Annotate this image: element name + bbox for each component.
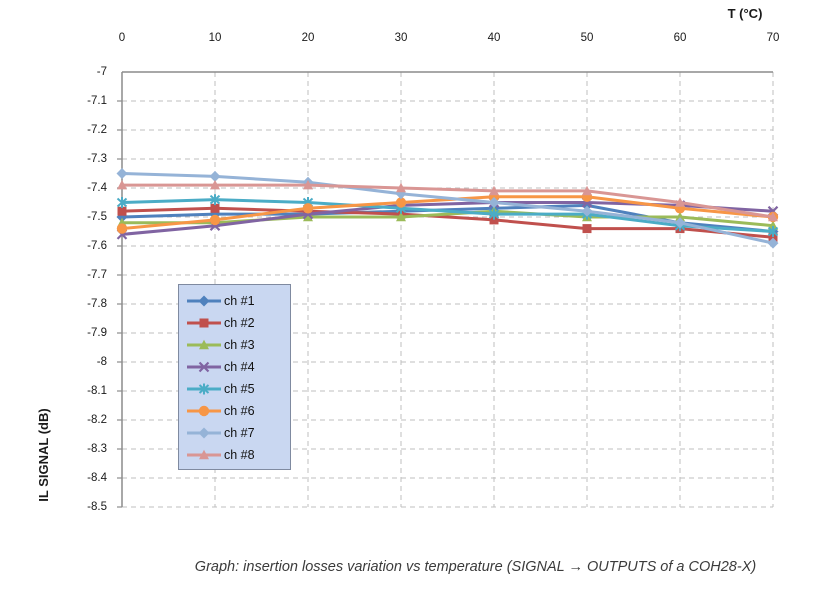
y-tick-label: -8 [96, 356, 107, 368]
marker-square [210, 203, 220, 213]
marker-circle [395, 197, 407, 208]
marker-asterisk [116, 197, 128, 208]
y-tick-label: -8.2 [87, 414, 107, 426]
x-tick-label: 10 [208, 32, 222, 44]
legend-label: ch #4 [224, 360, 255, 374]
marker-triangle [303, 179, 313, 190]
marker-triangle [582, 185, 592, 196]
y-tick-label: -7 [96, 66, 107, 78]
marker-triangle [199, 339, 209, 350]
y-tick-label: -7.3 [87, 153, 107, 165]
legend-label: ch #3 [224, 338, 255, 352]
y-axis-title: IL SIGNAL (dB) [36, 408, 51, 502]
legend-swatch [187, 427, 221, 439]
marker-diamond [198, 295, 210, 307]
series-line [122, 209, 774, 228]
y-tick-label: -7.4 [87, 182, 107, 194]
y-tick-label: -7.5 [87, 211, 107, 223]
marker-triangle [199, 449, 209, 460]
x-tick-label: 60 [673, 32, 687, 44]
x-tick-label: 30 [394, 32, 408, 44]
x-tick-label: 20 [301, 32, 315, 44]
marker-square [489, 215, 499, 225]
legend-label: ch #1 [224, 294, 255, 308]
y-tick-label: -7.9 [87, 327, 107, 339]
y-tick-label: -7.7 [87, 269, 107, 281]
legend-swatch [187, 339, 221, 350]
legend-item: ch #6 [179, 400, 290, 422]
legend-label: ch #7 [224, 426, 255, 440]
legend-label: ch #6 [224, 404, 255, 418]
marker-diamond [488, 197, 500, 208]
marker-circle [116, 223, 128, 234]
legend-label: ch #2 [224, 316, 255, 330]
series-line [121, 198, 774, 233]
marker-asterisk [209, 194, 221, 206]
legend-label: ch #5 [224, 382, 255, 396]
legend-item: ch #2 [179, 312, 290, 334]
legend-swatch [187, 383, 221, 395]
legend-item: ch #3 [179, 334, 290, 356]
y-tick-label: -7.6 [87, 240, 107, 252]
marker-asterisk [767, 226, 779, 237]
marker-circle [209, 214, 221, 226]
series-line [121, 172, 774, 245]
marker-triangle [210, 179, 220, 190]
marker-asterisk [198, 383, 210, 395]
marker-triangle [675, 197, 685, 207]
marker-diamond [198, 427, 210, 439]
y-tick-label: -8.3 [87, 443, 107, 455]
x-tick-label: 50 [580, 32, 594, 44]
legend-item: ch #5 [179, 378, 290, 400]
y-tick-label: -7.2 [87, 124, 107, 136]
legend-item: ch #8 [179, 444, 290, 466]
marker-circle [302, 203, 314, 214]
marker-triangle [675, 211, 685, 222]
series-line [122, 183, 774, 219]
marker-square [199, 318, 209, 328]
marker-diamond [767, 237, 779, 249]
legend-swatch [187, 318, 221, 328]
marker-triangle [768, 211, 778, 222]
legend-swatch [187, 405, 221, 417]
marker-triangle [396, 182, 406, 193]
y-tick-label: -7.8 [87, 298, 107, 310]
y-tick-label: -8.4 [87, 472, 107, 484]
marker-triangle [768, 220, 778, 230]
marker-triangle [303, 211, 313, 222]
marker-diamond [581, 199, 593, 211]
x-tick-label: 70 [766, 32, 780, 44]
legend-swatch [187, 295, 221, 307]
legend-item: ch #7 [179, 422, 290, 444]
marker-x [198, 361, 210, 373]
marker-asterisk [488, 208, 500, 220]
legend-swatch [187, 449, 221, 460]
marker-triangle [117, 179, 127, 190]
y-tick-label: -7.1 [87, 95, 107, 107]
marker-square [117, 206, 127, 216]
marker-circle [198, 405, 210, 417]
plot-area: ch #1 ch #2 ch #3 ch #4 ch #5 ch #6 ch #7 ch #8 [116, 71, 779, 508]
x-axis-title: T (°C) [727, 6, 763, 21]
marker-square [768, 232, 778, 242]
series-line [121, 206, 774, 239]
marker-square [582, 224, 592, 234]
x-tick-label: 0 [118, 32, 126, 44]
marker-diamond [209, 170, 221, 182]
y-tick-label: -8.1 [87, 385, 107, 397]
marker-diamond [581, 205, 593, 217]
figure-caption: Graph: insertion losses variation vs tem… [194, 559, 757, 575]
marker-triangle [396, 211, 406, 222]
legend-label: ch #8 [224, 448, 255, 462]
marker-diamond [116, 168, 128, 179]
marker-diamond [674, 217, 686, 229]
marker-triangle [489, 185, 499, 196]
legend-item: ch #4 [179, 356, 290, 378]
y-tick-label: -8.5 [87, 501, 107, 513]
x-tick-label: 40 [487, 32, 501, 44]
legend-item: ch #1 [179, 290, 290, 312]
legend: ch #1 ch #2 ch #3 ch #4 ch #5 ch #6 ch #7 ch #8 [178, 284, 291, 470]
legend-swatch [187, 361, 221, 373]
